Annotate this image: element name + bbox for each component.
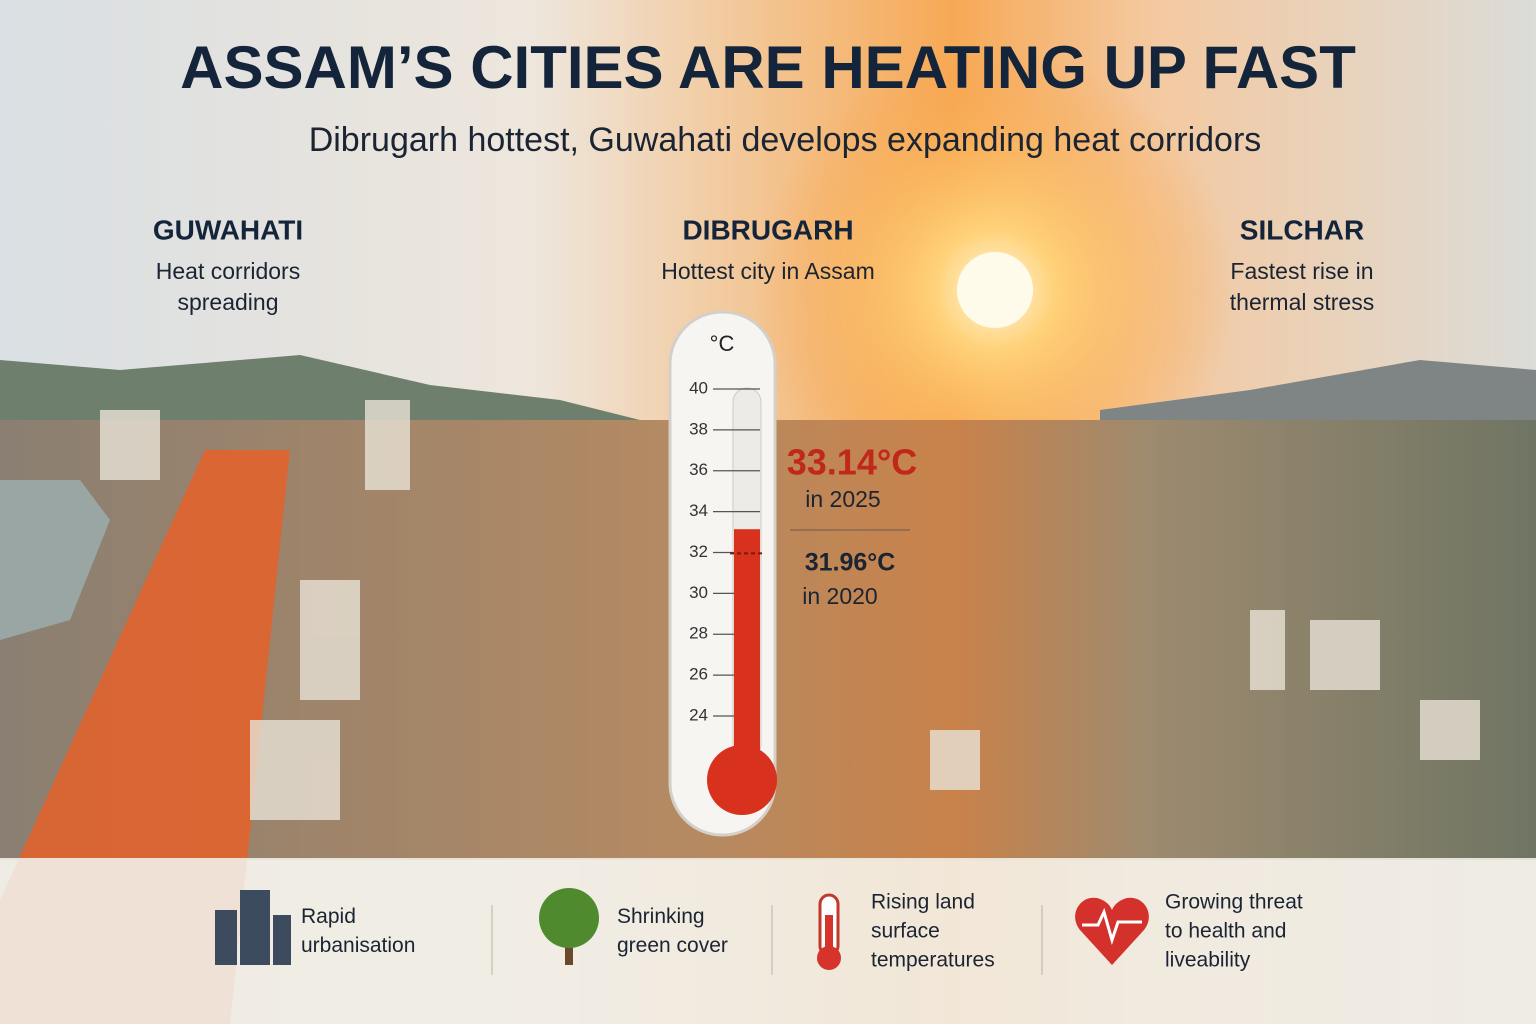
factor-text: green cover [617,934,728,957]
tick-label: 36 [689,460,708,479]
heart-icon [1075,897,1149,965]
tick-label: 28 [689,624,708,643]
factor-text: Rapid [301,905,356,928]
tick-label: 30 [689,583,708,602]
reading-year: in 2025 [805,486,880,512]
factor-text: to health and [1165,920,1286,943]
tick-label: 26 [689,665,708,684]
building-icon [215,890,291,965]
factor-text: temperatures [871,949,995,972]
city-description: thermal stress [1230,289,1374,315]
river [0,480,110,640]
factor-text: urbanisation [301,934,415,957]
divider-group [491,905,1043,975]
unit-label: °C [710,331,735,356]
factor-text: surface [871,920,940,943]
factor-text: Rising land [871,891,975,914]
city-description: Fastest rise in [1230,258,1373,284]
reading-value: 33.14°C [787,442,917,483]
buildings [100,400,1480,820]
city-description: Hottest city in Assam [661,258,874,284]
subtitle: Dibrugarh hottest, Guwahati develops exp… [309,121,1262,159]
reading-year: in 2020 [802,583,877,609]
sun [957,252,1033,328]
city-description: Heat corridors [156,258,300,284]
tick-label: 38 [689,419,708,438]
factor-text: liveability [1165,949,1251,972]
city-description: spreading [177,289,278,315]
city-name: DIBRUGARH [682,214,853,245]
city-name: SILCHAR [1240,214,1364,245]
reading-value: 31.96°C [805,549,896,577]
tree-icon [539,888,599,965]
city-name: GUWAHATI [153,214,303,245]
thermo-icon [817,893,841,970]
tick-label: 34 [689,501,708,520]
factor-text: Shrinking [617,905,705,928]
tick-label: 24 [689,705,708,724]
title: ASSAM’S CITIES ARE HEATING UP FAST [180,34,1356,101]
tick-label: 32 [689,542,708,561]
tick-label: 40 [689,378,708,397]
mercury [734,529,760,780]
dynamic-layer: ASSAM’S CITIES ARE HEATING UP FAST Dibrug… [153,34,1374,972]
factor-text: Growing threat [1165,891,1303,914]
